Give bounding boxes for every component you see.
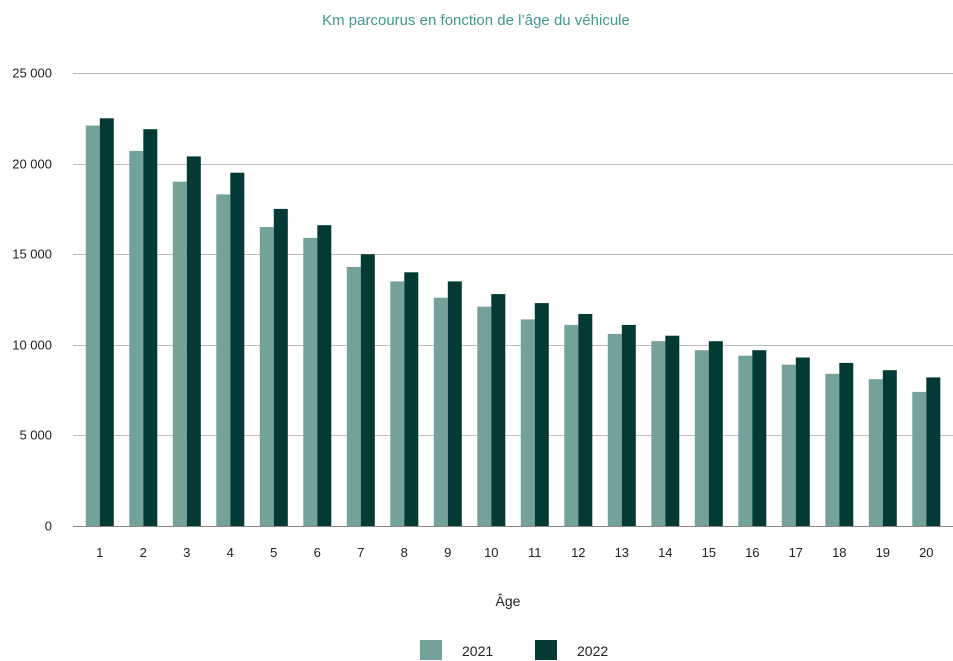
legend-swatch-2022 bbox=[535, 640, 557, 660]
x-tick-label: 8 bbox=[401, 545, 408, 560]
bar-2022-age-2 bbox=[143, 129, 158, 526]
x-tick-label: 17 bbox=[789, 545, 803, 560]
bar-2021-age-4 bbox=[216, 194, 231, 526]
x-tick-label: 18 bbox=[832, 545, 846, 560]
bar-2022-age-1 bbox=[99, 118, 114, 527]
bar-2021-age-3 bbox=[172, 181, 187, 526]
x-tick-label: 3 bbox=[183, 545, 190, 560]
bar-2022-age-16 bbox=[752, 350, 767, 526]
x-tick-label: 7 bbox=[357, 545, 364, 560]
bar-2022-age-6 bbox=[317, 225, 332, 526]
x-tick-label: 19 bbox=[876, 545, 890, 560]
x-tick-label: 13 bbox=[615, 545, 629, 560]
legend-swatch-2021 bbox=[420, 640, 442, 660]
x-tick-label: 1 bbox=[96, 545, 103, 560]
bar-2022-age-18 bbox=[839, 362, 854, 526]
x-tick-label: 5 bbox=[270, 545, 277, 560]
x-tick-label: 6 bbox=[314, 545, 321, 560]
y-tick-label: 15 000 bbox=[12, 247, 52, 262]
bar-2022-age-9 bbox=[447, 281, 462, 526]
bar-2021-age-13 bbox=[607, 333, 622, 526]
y-tick-label: 25 000 bbox=[12, 66, 52, 81]
bar-2021-age-9 bbox=[433, 297, 448, 526]
bar-2021-age-19 bbox=[868, 379, 883, 526]
bar-2022-age-15 bbox=[708, 341, 723, 526]
chart-title: Km parcourus en fonction de l’âge du véh… bbox=[322, 12, 630, 29]
bar-2021-age-11 bbox=[520, 319, 535, 526]
bar-2022-age-8 bbox=[404, 272, 419, 526]
bar-2022-age-20 bbox=[926, 377, 941, 526]
bar-2021-age-18 bbox=[825, 373, 840, 526]
bar-2021-age-8 bbox=[390, 281, 405, 526]
bar-2021-age-10 bbox=[477, 306, 492, 526]
legend: 2021 2022 bbox=[420, 640, 608, 660]
bar-2021-age-16 bbox=[738, 355, 753, 526]
x-tick-label: 2 bbox=[140, 545, 147, 560]
x-tick-label: 12 bbox=[571, 545, 585, 560]
bar-2021-age-5 bbox=[259, 227, 274, 526]
x-tick-label: 10 bbox=[484, 545, 498, 560]
bar-2021-age-1 bbox=[85, 125, 100, 526]
bar-2021-age-17 bbox=[781, 364, 796, 526]
x-tick-label: 4 bbox=[227, 545, 234, 560]
y-tick-label: 5 000 bbox=[19, 428, 52, 443]
gridlines bbox=[73, 73, 953, 527]
bars bbox=[85, 118, 941, 527]
x-tick-label: 15 bbox=[702, 545, 716, 560]
bar-2022-age-12 bbox=[578, 314, 593, 526]
bar-2022-age-10 bbox=[491, 294, 506, 526]
x-tick-label: 9 bbox=[444, 545, 451, 560]
bar-2021-age-12 bbox=[564, 324, 579, 526]
bar-2021-age-7 bbox=[346, 266, 361, 526]
bar-2021-age-2 bbox=[129, 150, 144, 526]
x-tick-label: 11 bbox=[528, 545, 542, 560]
bar-2022-age-19 bbox=[882, 370, 897, 526]
bar-2022-age-13 bbox=[621, 324, 636, 526]
bar-2022-age-4 bbox=[230, 172, 245, 526]
x-tick-label: 16 bbox=[745, 545, 759, 560]
bar-2021-age-20 bbox=[912, 391, 927, 526]
legend-label-2022: 2022 bbox=[577, 643, 608, 659]
y-axis-ticks: 0 5 000 10 000 15 000 20 000 25 000 bbox=[12, 66, 52, 534]
bar-2022-age-14 bbox=[665, 335, 680, 526]
bar-2022-age-3 bbox=[186, 156, 201, 526]
y-tick-label: 0 bbox=[45, 519, 52, 534]
bar-2022-age-7 bbox=[360, 254, 375, 526]
bar-2022-age-5 bbox=[273, 208, 288, 526]
y-tick-label: 20 000 bbox=[12, 157, 52, 172]
x-axis-ticks: 1 2 3 4 5 6 7 8 9 10 11 12 13 14 15 16 17 18 19 20 bbox=[96, 545, 933, 560]
x-axis-label: Âge bbox=[496, 593, 521, 609]
legend-label-2021: 2021 bbox=[462, 643, 493, 659]
bar-2021-age-6 bbox=[303, 237, 318, 526]
x-tick-label: 14 bbox=[658, 545, 672, 560]
bar-2022-age-17 bbox=[795, 357, 810, 526]
y-tick-label: 10 000 bbox=[12, 338, 52, 353]
bar-2021-age-15 bbox=[694, 350, 709, 526]
bar-2021-age-14 bbox=[651, 341, 666, 526]
x-tick-label: 20 bbox=[919, 545, 933, 560]
bar-2022-age-11 bbox=[534, 303, 549, 526]
